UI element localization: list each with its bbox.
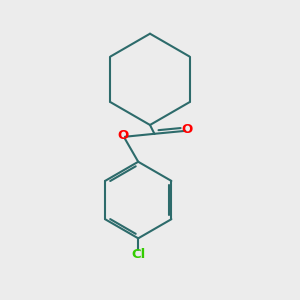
Text: Cl: Cl xyxy=(131,248,145,261)
Text: O: O xyxy=(181,123,192,136)
Text: O: O xyxy=(118,129,129,142)
